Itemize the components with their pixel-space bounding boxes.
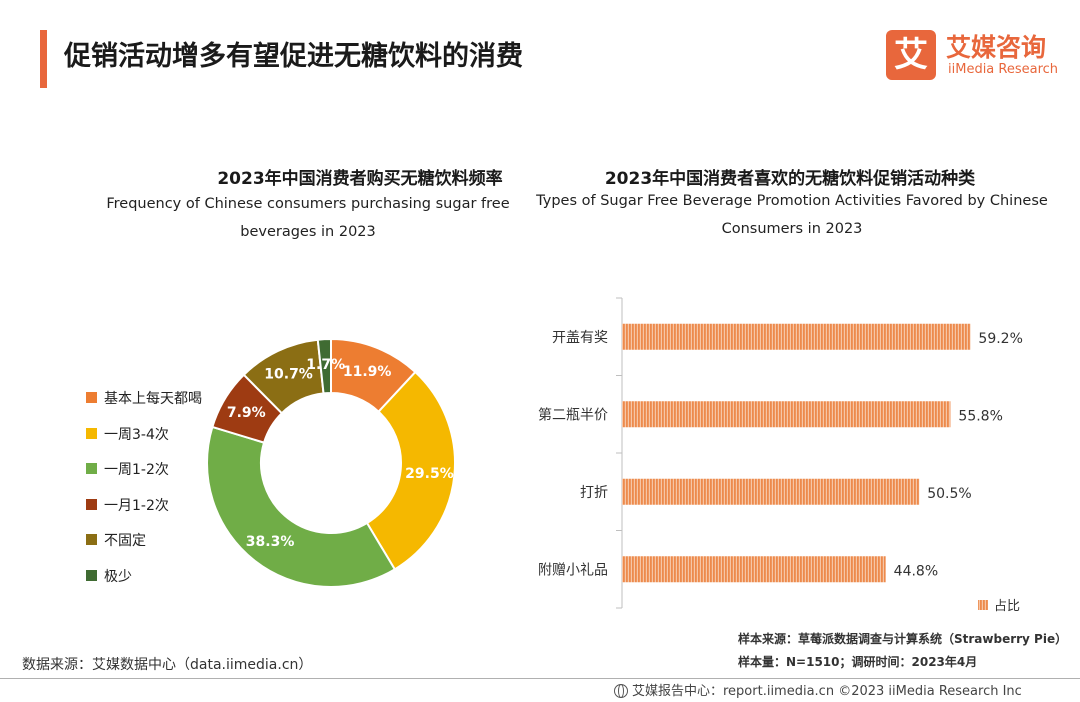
category-label: 打折 <box>580 484 608 501</box>
logo-name-cn: 艾媒咨询 <box>946 33 1047 62</box>
bar <box>622 401 951 428</box>
legend-swatch <box>86 569 97 581</box>
bar-data-label: 44.8% <box>894 563 938 579</box>
legend-label: 不固定 <box>104 533 146 549</box>
bar <box>622 323 971 350</box>
donut-slice <box>206 425 397 588</box>
page-title: 促销活动增多有望促进无糖饮料的消费 <box>64 41 523 72</box>
legend-label: 一周1-2次 <box>104 462 169 478</box>
category-label: 开盖有奖 <box>552 329 608 346</box>
footnote-sample-source: 样本来源：草莓派数据调查与计算系统（Strawberry Pie） <box>738 632 1068 646</box>
donut-chart-title: 2023年中国消费者购买无糖饮料频率 <box>217 169 503 189</box>
donut-slice <box>365 370 456 571</box>
bar-chart-subtitle-2: Consumers in 2023 <box>721 221 863 237</box>
donut-chart-subtitle-2: beverages in 2023 <box>240 224 376 240</box>
donut-data-label: 11.9% <box>343 364 392 380</box>
footnote-sample-size: 样本量：N=1510；调研时间：2023年4月 <box>738 655 978 669</box>
footer-text: 艾媒报告中心：report.iimedia.cn ©2023 iiMedia R… <box>632 684 1022 699</box>
donut-data-label: 38.3% <box>246 534 295 550</box>
category-label: 附赠小礼品 <box>538 562 608 578</box>
bar-chart: 开盖有奖 59.2% 第二瓶半价 55.8% 打折 50.5% 附赠小礼品 44.8% 占比 <box>538 297 1023 614</box>
donut-slice <box>316 337 332 395</box>
legend-label: 极少 <box>104 568 132 585</box>
legend-swatch <box>86 463 97 474</box>
donut-data-label: 10.7% <box>264 367 313 383</box>
category-label: 第二瓶半价 <box>538 406 608 423</box>
bar-legend-swatch <box>978 600 988 610</box>
bar-chart-subtitle-1: Types of Sugar Free Beverage Promotion A… <box>536 193 1048 209</box>
legend-swatch <box>86 427 97 439</box>
donut-chart-subtitle-1: Frequency of Chinese consumers purchasin… <box>106 196 510 212</box>
footer-divider <box>0 678 1080 679</box>
globe-icon <box>614 684 628 698</box>
legend-label: 一周3-4次 <box>104 426 169 443</box>
bar-data-label: 59.2% <box>978 331 1022 347</box>
bar-data-label: 55.8% <box>958 408 1002 424</box>
logo-mark: 艾 <box>886 30 936 80</box>
footer: 艾媒报告中心：report.iimedia.cn ©2023 iiMedia R… <box>614 680 1022 699</box>
bar-data-label: 50.5% <box>927 486 971 502</box>
legend-swatch <box>86 392 97 403</box>
iimedia-logo: 艾 艾媒咨询 iiMedia Research <box>886 28 1066 84</box>
bar-chart-title: 2023年中国消费者喜欢的无糖饮料促销活动种类 <box>604 169 976 189</box>
donut-data-label: 29.5% <box>405 466 454 482</box>
data-source: 数据来源：艾媒数据中心（data.iimedia.cn） <box>22 657 313 673</box>
donut-data-label: 1.7% <box>306 357 345 373</box>
logo-name-en: iiMedia Research <box>948 62 1059 77</box>
bar <box>622 478 920 505</box>
donut-chart: 11.9% 29.5% 38.3% 7.9% 10.7%1.7% <box>206 337 456 588</box>
donut-data-label: 7.9% <box>227 405 266 421</box>
legend-swatch <box>86 534 97 545</box>
legend-swatch <box>86 498 97 510</box>
bar-legend-label: 占比 <box>994 599 1020 614</box>
legend-label: 一月1-2次 <box>104 497 169 514</box>
legend-label: 基本上每天都喝 <box>104 391 202 407</box>
title-accent-bar <box>40 30 47 88</box>
bar <box>622 556 886 583</box>
